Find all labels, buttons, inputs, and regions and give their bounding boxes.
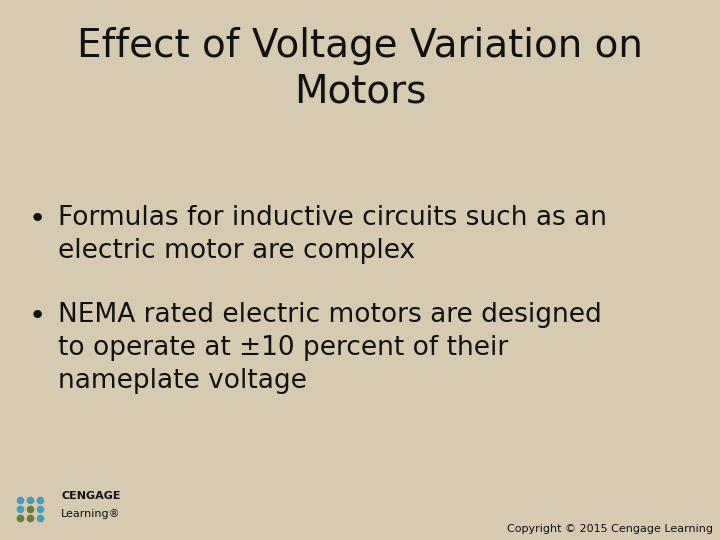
Text: Learning®: Learning® — [61, 509, 121, 519]
Text: •: • — [29, 205, 46, 233]
Text: CENGAGE: CENGAGE — [61, 491, 121, 501]
Text: Formulas for inductive circuits such as an
electric motor are complex: Formulas for inductive circuits such as … — [58, 205, 606, 264]
Text: Effect of Voltage Variation on
Motors: Effect of Voltage Variation on Motors — [77, 27, 643, 111]
Text: •: • — [29, 302, 46, 330]
Text: NEMA rated electric motors are designed
to operate at ±10 percent of their
namep: NEMA rated electric motors are designed … — [58, 302, 601, 394]
Text: Copyright © 2015 Cengage Learning: Copyright © 2015 Cengage Learning — [507, 523, 713, 534]
